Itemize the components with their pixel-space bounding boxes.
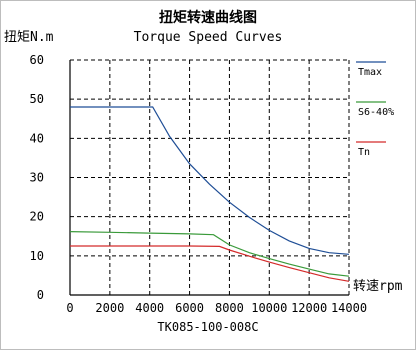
series-line-tn [70,245,350,282]
legend-label: Tmax [358,67,382,78]
y-tick-label: 10 [30,249,44,263]
y-tick-label: 30 [30,171,44,185]
axis-layer [69,60,349,296]
x-tick-label: 2000 [95,301,124,315]
chart-title: 扭矩转速曲线图 [159,9,257,26]
x-tick-label: 10000 [251,301,287,315]
x-tick-label: 14000 [331,301,367,315]
y-tick-label: 0 [37,288,44,302]
x-tick-label: 4000 [135,301,164,315]
x-tick-label: 6000 [175,301,204,315]
grid-layer [70,59,350,295]
x-tick-label: 12000 [291,301,327,315]
series-layer [69,106,350,282]
legend-label: Tn [358,147,370,158]
chart-subtitle: Torque Speed Curves [134,30,283,45]
legend-label: S6-40% [358,107,394,118]
tick-layer: 0 10 20 30 40 50 60 0 2000 4000 6000 8000 10000 12000… [30,53,368,315]
y-tick-label: 20 [30,210,44,224]
series-line-s6-40- [69,231,350,277]
model-number: TK085-100-008C [157,320,258,334]
x-tick-label: 8000 [215,301,244,315]
x-axis-label: 转速rpm [353,279,403,294]
y-tick-label: 50 [30,92,44,106]
y-axis-label: 扭矩N.m [4,30,54,45]
legend: Tmax S6-40% Tn [356,61,394,158]
y-tick-label: 40 [30,131,44,145]
y-tick-label: 60 [30,53,44,67]
series-line-tmax [70,106,350,255]
x-tick-label: 0 [66,301,73,315]
